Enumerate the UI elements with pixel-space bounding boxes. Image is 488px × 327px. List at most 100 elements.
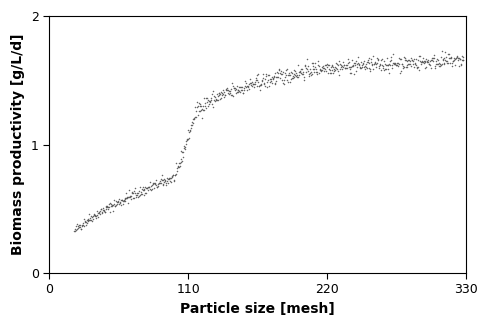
- Point: [198, 107, 206, 112]
- Point: [205, 98, 213, 103]
- Point: [107, 201, 115, 207]
- Point: [437, 49, 445, 54]
- Point: [359, 61, 366, 67]
- Point: [377, 62, 385, 67]
- Point: [126, 195, 134, 200]
- Point: [221, 92, 228, 97]
- Point: [388, 52, 396, 57]
- Point: [263, 84, 270, 90]
- Point: [223, 87, 230, 93]
- Point: [211, 98, 219, 103]
- Point: [396, 68, 404, 73]
- Point: [258, 77, 265, 83]
- Point: [298, 71, 305, 76]
- Point: [294, 62, 302, 67]
- Point: [246, 77, 254, 82]
- Point: [104, 204, 112, 209]
- Point: [138, 187, 146, 193]
- Point: [321, 63, 329, 68]
- Point: [285, 80, 293, 85]
- Point: [322, 64, 330, 69]
- Point: [314, 58, 322, 63]
- Point: [324, 67, 332, 72]
- Point: [432, 61, 440, 66]
- Point: [137, 190, 144, 195]
- Point: [183, 136, 191, 141]
- Point: [446, 56, 453, 61]
- Point: [122, 195, 129, 200]
- Point: [168, 174, 176, 179]
- Point: [93, 213, 101, 218]
- Point: [129, 195, 137, 200]
- Point: [341, 65, 348, 71]
- Point: [156, 176, 164, 181]
- Point: [144, 185, 152, 190]
- Point: [134, 195, 142, 200]
- Point: [163, 179, 170, 184]
- Point: [347, 63, 355, 68]
- Point: [157, 181, 164, 186]
- Point: [86, 218, 94, 223]
- Point: [241, 83, 248, 88]
- Point: [165, 179, 173, 184]
- Point: [316, 67, 324, 72]
- Point: [433, 58, 441, 63]
- Point: [129, 190, 137, 196]
- Point: [287, 70, 295, 75]
- Point: [136, 192, 143, 197]
- Point: [361, 66, 368, 71]
- Point: [192, 105, 200, 110]
- Point: [215, 93, 223, 98]
- Point: [97, 207, 105, 212]
- Point: [202, 106, 210, 111]
- Point: [112, 198, 120, 203]
- Point: [423, 60, 430, 65]
- Point: [119, 198, 126, 203]
- Point: [305, 70, 313, 75]
- Point: [359, 59, 367, 64]
- Point: [442, 54, 449, 59]
- Point: [100, 209, 107, 214]
- Point: [141, 185, 148, 190]
- Point: [457, 57, 465, 62]
- Point: [371, 61, 379, 66]
- Point: [415, 59, 423, 64]
- Point: [324, 62, 331, 68]
- Point: [111, 203, 119, 209]
- Point: [425, 58, 433, 63]
- Point: [410, 60, 418, 66]
- Point: [394, 55, 402, 60]
- Point: [160, 180, 167, 185]
- Point: [440, 60, 447, 65]
- Point: [364, 58, 371, 63]
- Point: [118, 197, 125, 202]
- Point: [193, 103, 201, 109]
- Point: [407, 58, 415, 63]
- Point: [71, 226, 79, 231]
- Point: [139, 192, 147, 198]
- Point: [217, 95, 224, 100]
- Point: [325, 62, 332, 68]
- Point: [278, 69, 286, 75]
- Point: [274, 67, 282, 72]
- Point: [439, 61, 447, 67]
- Point: [199, 107, 207, 112]
- Point: [191, 108, 199, 113]
- Point: [208, 89, 216, 94]
- Point: [420, 58, 428, 63]
- Point: [151, 180, 159, 185]
- Point: [250, 81, 258, 86]
- Point: [334, 59, 342, 64]
- Point: [293, 75, 301, 80]
- Point: [210, 94, 218, 99]
- Point: [214, 97, 222, 102]
- Point: [439, 56, 447, 61]
- Point: [387, 65, 395, 70]
- Point: [388, 61, 396, 66]
- Point: [297, 67, 305, 72]
- Point: [188, 119, 196, 124]
- Point: [302, 66, 309, 71]
- Point: [339, 63, 347, 68]
- Point: [253, 77, 261, 82]
- Point: [373, 57, 381, 62]
